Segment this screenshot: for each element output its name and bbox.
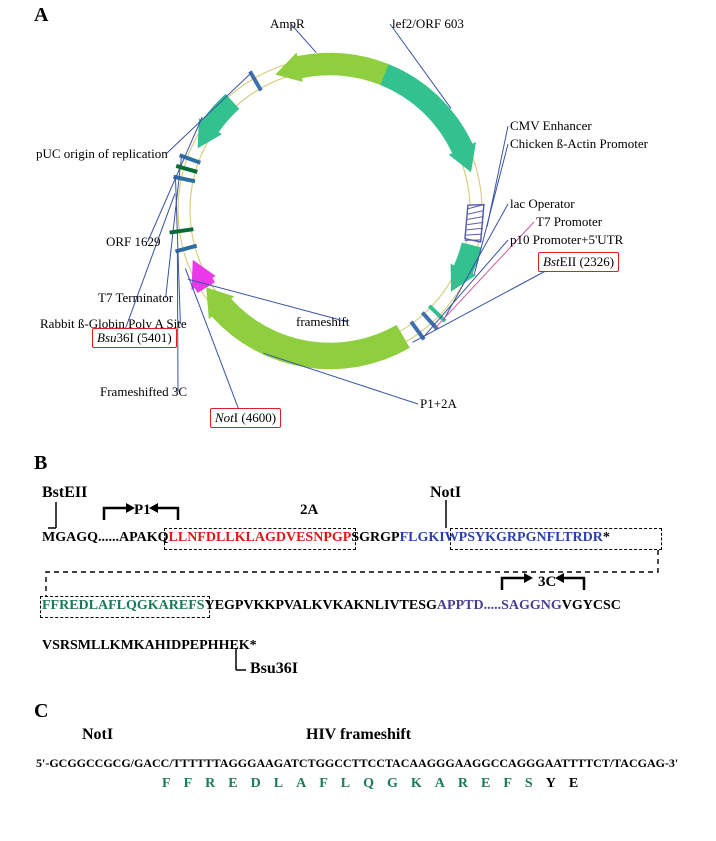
svg-text:AmpR: AmpR bbox=[270, 16, 305, 31]
panel-c-letter: C bbox=[34, 700, 48, 723]
panel-b-letter: B bbox=[34, 452, 47, 475]
dash-box-fs2 bbox=[40, 596, 210, 618]
nucleotide-seq: 5'-GCGGCCGCG/GACC/TTTTTTAGGGAAGATCTGGCCT… bbox=[36, 756, 678, 771]
svg-text:p10 Promoter+5'UTR: p10 Promoter+5'UTR bbox=[510, 232, 624, 247]
svg-text:frameshift: frameshift bbox=[296, 314, 350, 329]
bsu36i-label-b: Bsu36I bbox=[250, 660, 298, 678]
svg-text:ORF 1629: ORF 1629 bbox=[106, 234, 161, 249]
dash-box-fs1 bbox=[450, 528, 662, 550]
bsteii-label: BstEII bbox=[42, 484, 87, 502]
3c-label: 3C bbox=[538, 574, 556, 591]
plasmid-map: AmpR lef2/ORF 603 CMV Enhancer Chicken ß-Ac… bbox=[0, 0, 716, 440]
svg-text:T7 Terminator: T7 Terminator bbox=[98, 290, 174, 305]
bsu36i-site-box: Bsu36I (5401) bbox=[92, 328, 177, 348]
noti-site-box: NotI (4600) bbox=[210, 408, 281, 428]
dash-box-2a bbox=[164, 528, 356, 550]
hiv-label: HIV frameshift bbox=[306, 726, 411, 744]
svg-text:P1+2A: P1+2A bbox=[420, 396, 458, 411]
svg-text:Frameshifted 3C: Frameshifted 3C bbox=[100, 384, 187, 399]
seqB-line3: VSRSMLLKMKAHIDPEPHHEK* bbox=[42, 638, 257, 654]
p1-label: P1 bbox=[134, 502, 151, 519]
svg-text:CMV Enhancer: CMV Enhancer bbox=[510, 118, 592, 133]
svg-text:T7 Promoter: T7 Promoter bbox=[536, 214, 603, 229]
svg-text:lef2/ORF 603: lef2/ORF 603 bbox=[392, 16, 464, 31]
notI-label-c: NotI bbox=[82, 726, 113, 744]
svg-text:lac Operator: lac Operator bbox=[510, 196, 575, 211]
svg-text:Chicken ß-Actin Promoter: Chicken ß-Actin Promoter bbox=[510, 136, 649, 151]
bsteii-site-box: BstEII (2326) bbox=[538, 252, 619, 272]
2a-label: 2A bbox=[300, 502, 318, 519]
aa-seq: FFREDLAFLQGKAREFSYE bbox=[162, 776, 591, 792]
svg-text:pUC origin of replication: pUC origin of replication bbox=[36, 146, 168, 161]
noti-label-b: NotI bbox=[430, 484, 461, 502]
